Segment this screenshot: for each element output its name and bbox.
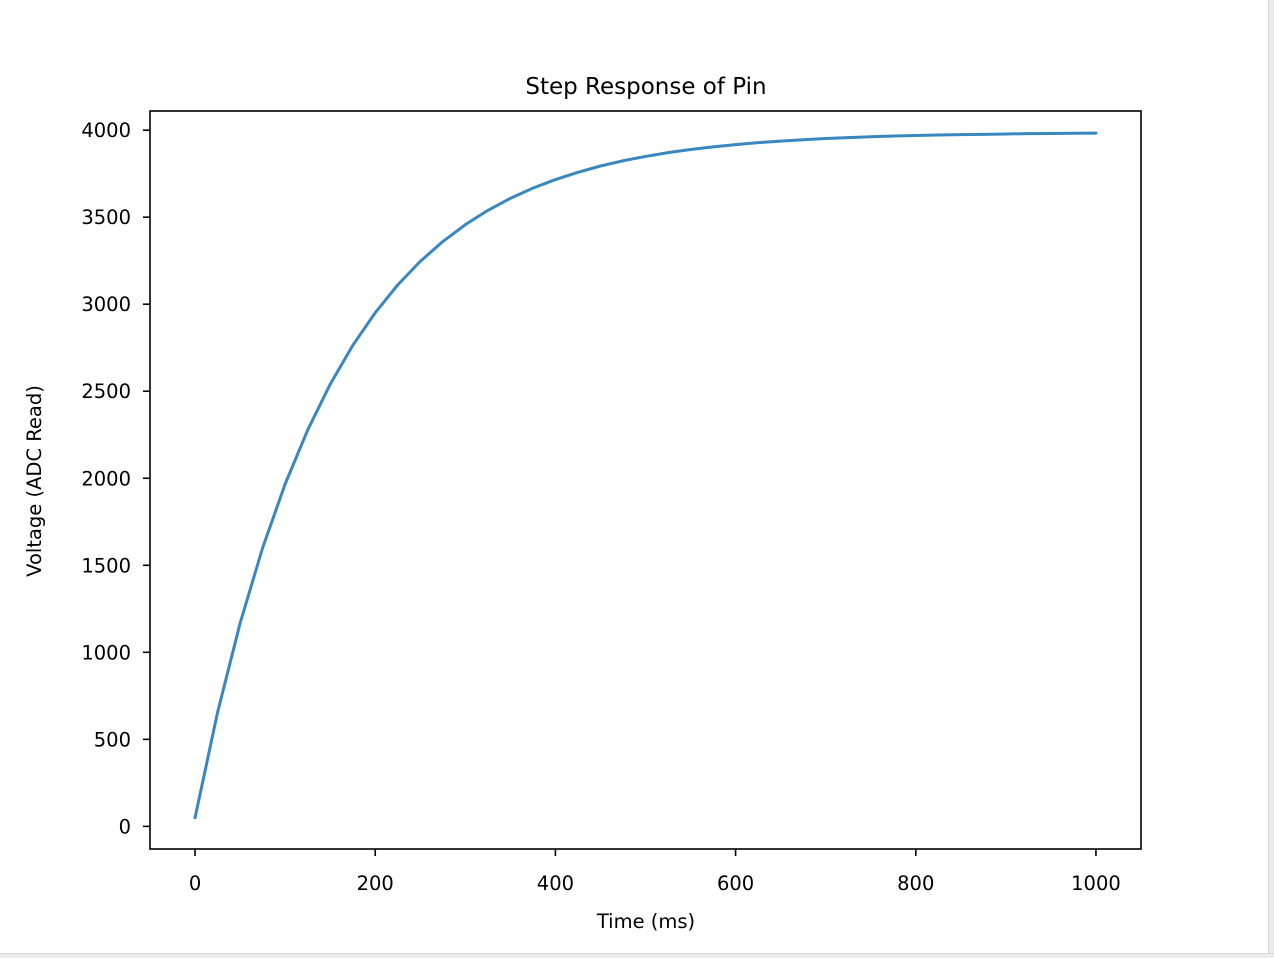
y-tick-label: 1500 xyxy=(81,554,131,577)
data-point xyxy=(1004,132,1008,136)
x-tick-label: 800 xyxy=(897,872,934,895)
data-point xyxy=(1027,132,1030,135)
x-tick-label: 200 xyxy=(357,872,394,895)
data-point xyxy=(531,186,535,190)
data-point xyxy=(801,138,805,141)
y-tick-label: 4000 xyxy=(81,119,131,142)
data-point xyxy=(892,134,895,138)
data-point xyxy=(599,164,602,168)
data-point xyxy=(621,159,625,162)
data-point xyxy=(576,171,580,174)
y-tick-label: 0 xyxy=(119,815,131,838)
data-point xyxy=(779,139,782,143)
data-point xyxy=(464,223,467,226)
data-point xyxy=(711,145,715,149)
data-point xyxy=(1094,131,1098,135)
data-point xyxy=(914,134,917,137)
y-axis-label: Voltage (ADC Read) xyxy=(23,385,46,577)
data-point xyxy=(328,383,332,386)
data-point xyxy=(374,311,377,314)
data-point xyxy=(734,143,737,146)
data-point xyxy=(824,137,827,140)
data-point xyxy=(869,135,872,138)
data-point xyxy=(554,178,557,181)
data-point xyxy=(1049,132,1053,135)
y-tick-label: 1000 xyxy=(81,641,131,664)
data-point xyxy=(216,711,219,714)
data-point xyxy=(666,151,670,154)
data-point xyxy=(306,428,309,432)
data-point xyxy=(847,136,850,139)
y-tick-label: 2500 xyxy=(81,380,131,403)
data-point xyxy=(283,482,287,486)
x-tick-label: 600 xyxy=(717,872,754,895)
y-tick-label: 3500 xyxy=(81,206,131,229)
data-point xyxy=(689,148,692,151)
data-point xyxy=(959,133,963,136)
data-point xyxy=(419,260,422,263)
x-tick-label: 400 xyxy=(537,872,574,895)
y-tick-label: 2000 xyxy=(81,467,131,490)
data-point xyxy=(193,816,197,819)
series-line xyxy=(193,131,1098,820)
data-point xyxy=(1072,132,1075,135)
x-tick-label: 1000 xyxy=(1071,872,1121,895)
y-axis-ticks: 0 500 1000 1500 2000 2500 3000 3500 4000 xyxy=(81,119,150,838)
x-axis-ticks: 0 200 400 600 800 1000 xyxy=(189,849,1121,895)
chart-title: Step Response of Pin xyxy=(525,74,766,100)
data-point xyxy=(238,622,242,625)
data-point xyxy=(351,344,354,347)
data-point xyxy=(644,155,647,158)
x-tick-label: 0 xyxy=(189,872,201,895)
data-point xyxy=(982,133,985,136)
data-point xyxy=(509,197,512,200)
axes-frame xyxy=(149,110,1142,850)
data-point xyxy=(261,546,264,550)
data-point xyxy=(756,141,760,144)
data-point xyxy=(396,283,399,287)
data-point xyxy=(441,240,444,243)
plot-area xyxy=(193,131,1098,820)
window-scrollbar-edge xyxy=(1268,0,1274,958)
data-point xyxy=(937,133,940,137)
y-tick-label: 3000 xyxy=(81,293,131,316)
y-tick-label: 500 xyxy=(94,728,131,751)
data-point xyxy=(486,209,490,212)
x-axis-label: Time (ms) xyxy=(596,910,695,933)
window-bottom-edge xyxy=(0,953,1274,958)
